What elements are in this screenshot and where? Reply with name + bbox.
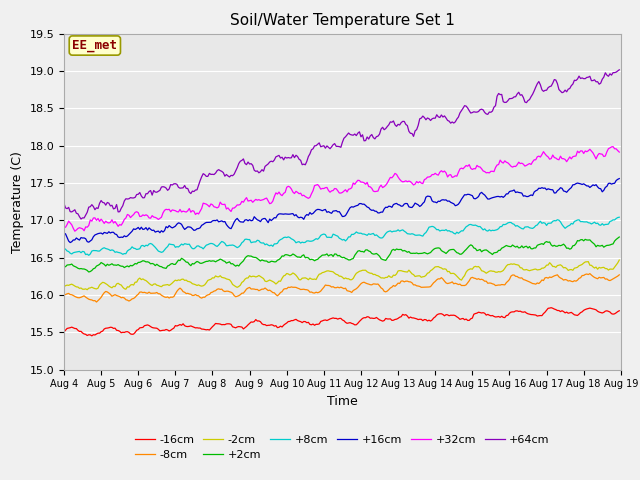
+16cm [305,212,312,218]
+64cm [246,161,253,167]
-16cm [547,305,555,311]
+64cm [586,73,594,79]
Legend: -16cm, -8cm, -2cm, +2cm, +8cm, +16cm, +32cm, +64cm: -16cm, -8cm, -2cm, +2cm, +8cm, +16cm, +3… [131,430,554,465]
+16cm [60,230,68,236]
+32cm [130,212,138,217]
+32cm [227,209,235,215]
+32cm [616,149,623,155]
+64cm [227,172,235,178]
+64cm [77,216,85,222]
+64cm [305,154,312,159]
-8cm [246,285,253,290]
+32cm [305,195,312,201]
+2cm [616,234,623,240]
Line: -16cm: -16cm [64,308,620,336]
-16cm [588,306,595,312]
-16cm [246,321,253,326]
Text: EE_met: EE_met [72,39,117,52]
Line: +8cm: +8cm [64,217,620,255]
-8cm [60,292,68,298]
+2cm [85,269,93,275]
+8cm [246,237,253,242]
Line: -2cm: -2cm [64,260,620,290]
+2cm [227,261,235,267]
-16cm [130,331,138,337]
Y-axis label: Temperature (C): Temperature (C) [11,151,24,252]
+2cm [130,262,138,268]
-8cm [255,288,263,294]
-2cm [305,277,312,283]
Title: Soil/Water Temperature Set 1: Soil/Water Temperature Set 1 [230,13,455,28]
+16cm [255,217,263,223]
-16cm [255,318,263,324]
+8cm [130,245,138,251]
+8cm [616,215,623,220]
+64cm [616,67,623,72]
-2cm [586,263,594,268]
+2cm [60,264,68,270]
-2cm [130,282,138,288]
+64cm [255,170,263,176]
+64cm [60,201,68,206]
-8cm [305,288,312,293]
+32cm [586,146,594,152]
-2cm [255,273,263,278]
+16cm [67,240,74,245]
+8cm [586,220,594,226]
+2cm [255,257,263,263]
-8cm [586,271,594,276]
-2cm [60,284,68,289]
+16cm [227,226,235,231]
+8cm [227,242,235,248]
-16cm [60,329,68,335]
+32cm [255,197,263,203]
+16cm [130,226,138,232]
+2cm [305,255,312,261]
Line: +32cm: +32cm [64,146,620,231]
-8cm [130,296,138,301]
+8cm [85,252,93,258]
+32cm [609,144,617,149]
-8cm [227,289,235,295]
-8cm [616,272,623,278]
+32cm [246,198,253,204]
-2cm [616,257,623,263]
+2cm [586,237,594,243]
+32cm [60,225,68,230]
+32cm [71,228,79,234]
-16cm [616,308,623,313]
Line: -8cm: -8cm [64,274,620,302]
+8cm [255,238,263,243]
-2cm [83,287,91,293]
-2cm [246,273,253,278]
Line: +2cm: +2cm [64,237,620,272]
+2cm [246,253,253,259]
-16cm [305,320,312,325]
+8cm [60,245,68,251]
+64cm [130,195,138,201]
X-axis label: Time: Time [327,395,358,408]
-8cm [93,299,100,305]
+16cm [246,217,253,223]
+16cm [616,176,623,181]
-2cm [227,279,235,285]
-16cm [88,333,96,339]
+16cm [586,185,594,191]
Line: +16cm: +16cm [64,179,620,242]
-16cm [227,322,235,327]
+8cm [305,238,312,244]
Line: +64cm: +64cm [64,70,620,219]
-8cm [588,272,595,278]
